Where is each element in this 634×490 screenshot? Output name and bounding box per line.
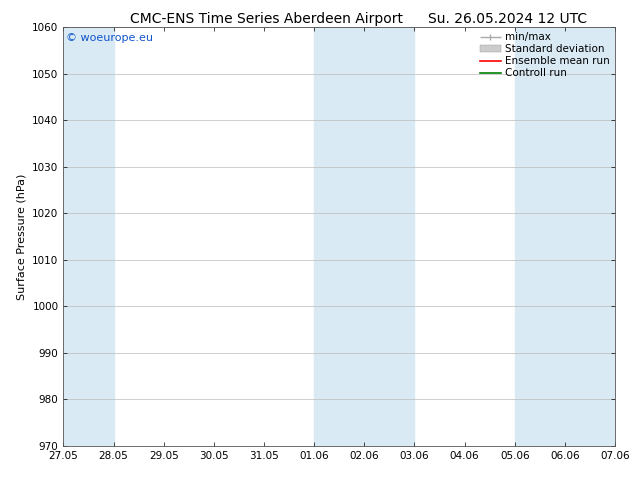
Legend: min/max, Standard deviation, Ensemble mean run, Controll run: min/max, Standard deviation, Ensemble me… [477,29,613,81]
Bar [63,27,113,446]
Bar [314,27,365,446]
Text: © woeurope.eu: © woeurope.eu [66,33,153,43]
Text: Su. 26.05.2024 12 UTC: Su. 26.05.2024 12 UTC [428,12,586,26]
Bar [565,27,615,446]
Bar [365,27,415,446]
Bar [515,27,565,446]
Y-axis label: Surface Pressure (hPa): Surface Pressure (hPa) [16,173,27,299]
Text: CMC-ENS Time Series Aberdeen Airport: CMC-ENS Time Series Aberdeen Airport [130,12,403,26]
